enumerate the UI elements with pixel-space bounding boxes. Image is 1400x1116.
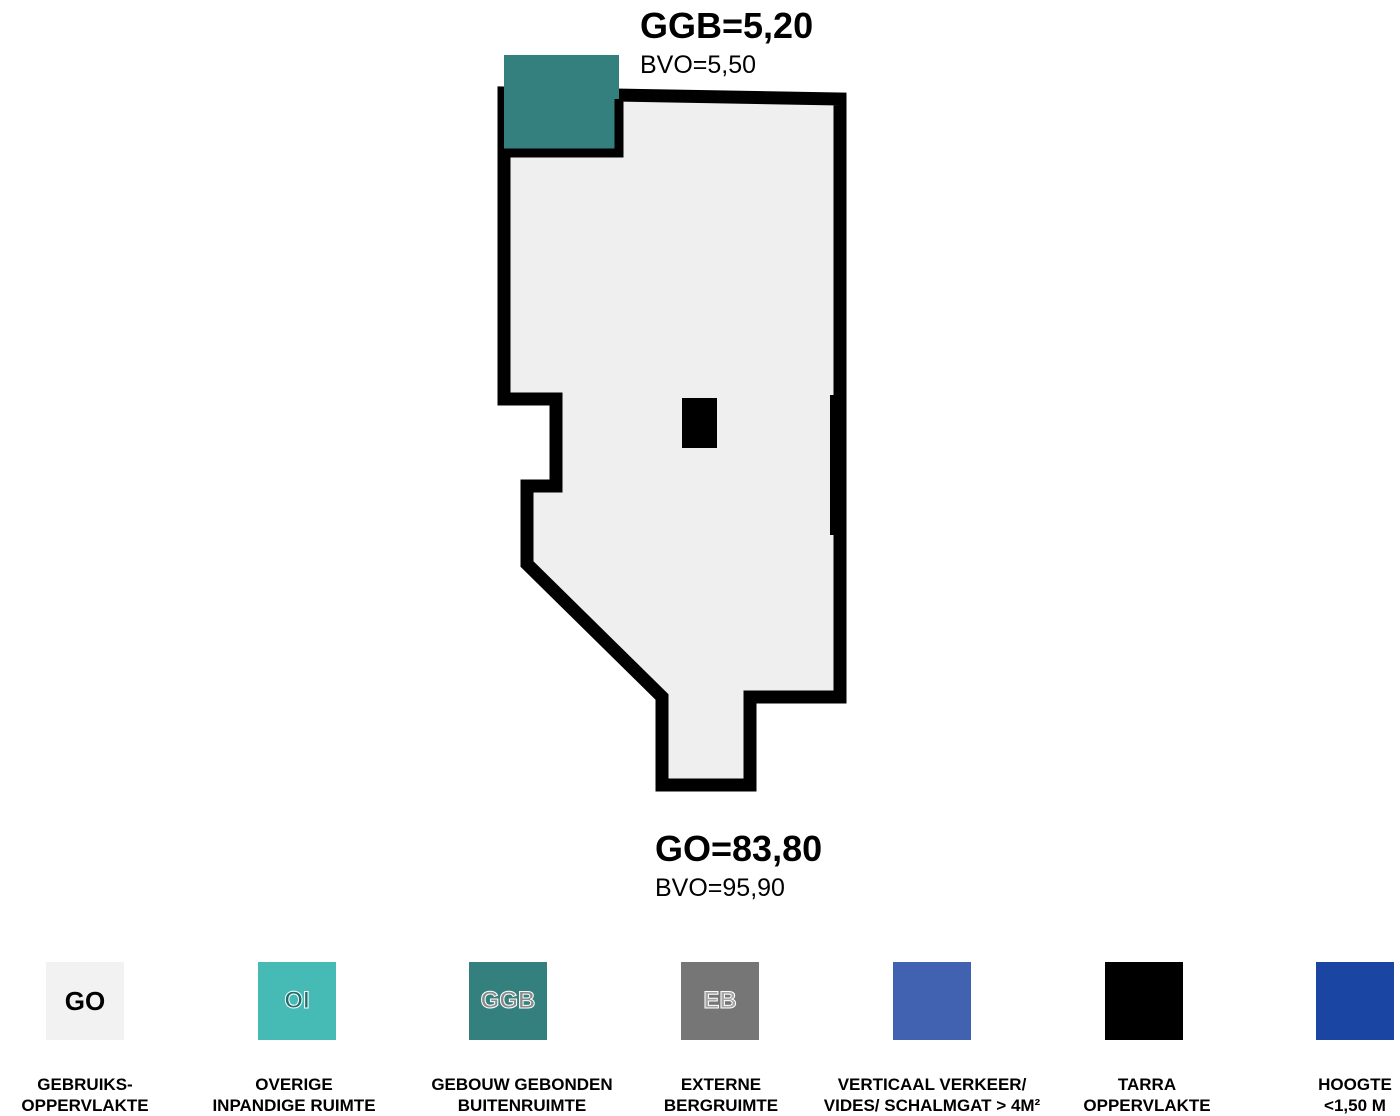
legend-label-line1: OVERIGE <box>255 1075 333 1094</box>
legend-label-line2: BERGRUIMTE <box>663 1096 779 1115</box>
wall-recess <box>830 395 836 535</box>
ggb-area-label: GGB=5,20 BVO=5,50 <box>640 8 813 78</box>
go-bvo-value: BVO=95,90 <box>655 874 785 902</box>
ggb-bvo-value: BVO=5,50 <box>640 51 757 79</box>
legend-label-verticaal-verkeer: VERTICAAL VERKEER/ VIDES/ SCHALMGAT > 4M… <box>812 1074 1052 1116</box>
legend-label-line1: GEBRUIKS- <box>37 1075 133 1094</box>
legend-swatch-ggb: GGB <box>469 962 547 1040</box>
legend-swatch-oi: OI <box>258 962 336 1040</box>
legend-label-line2: VIDES/ SCHALMGAT > 4M² <box>823 1096 1041 1115</box>
legend-label-line1: EXTERNE <box>680 1075 762 1094</box>
legend-code-eb: EB <box>703 987 737 1015</box>
legend-label-hoogte: HOOGTE <1,50 M <box>1235 1074 1400 1116</box>
legend-code-go: GO <box>64 985 106 1016</box>
legend-label-line2: BUITENRUIMTE <box>457 1096 587 1115</box>
legend-code-ggb: GGB <box>480 987 536 1015</box>
legend-label-eb: EXTERNE BERGRUIMTE <box>601 1074 841 1116</box>
go-area-label: GO=83,80 BVO=95,90 <box>655 831 822 901</box>
legend-label-go: GEBRUIKS- OPPERVLAKTE <box>0 1074 205 1116</box>
floor-area-go <box>504 93 840 785</box>
legend-label-line1: GEBOUW GEBONDEN <box>431 1075 613 1094</box>
legend-label-line1: HOOGTE <box>1318 1075 1392 1094</box>
legend-label-ggb: GEBOUW GEBONDEN BUITENRUIMTE <box>402 1074 642 1116</box>
legend-label-tarra: TARRA OPPERVLAKTE <box>1027 1074 1267 1116</box>
legend-label-oi: OVERIGE INPANDIGE RUIMTE <box>174 1074 414 1116</box>
ggb-wall <box>504 99 624 158</box>
legend-code-oi: OI <box>284 987 310 1015</box>
legend-label-line1: TARRA <box>1117 1075 1177 1094</box>
legend-label-line2: INPANDIGE RUIMTE <box>212 1096 376 1115</box>
legend-label-line1: VERTICAAL VERKEER/ <box>837 1075 1027 1094</box>
ggb-area <box>504 55 619 153</box>
ggb-area-value: GGB=5,20 <box>640 5 814 46</box>
exterior-wall <box>497 86 847 792</box>
legend-label-line2: OPPERVLAKTE <box>21 1096 149 1115</box>
legend-swatch-tarra <box>1105 962 1183 1040</box>
legend-swatch-verticaal-verkeer <box>893 962 971 1040</box>
legend-label-line2: <1,50 M <box>1324 1096 1386 1115</box>
legend-swatch-hoogte <box>1316 962 1394 1040</box>
tarra-shaft <box>682 398 717 448</box>
legend-label-line2: OPPERVLAKTE <box>1083 1096 1211 1115</box>
legend-swatch-eb: EB <box>681 962 759 1040</box>
go-area-value: GO=83,80 <box>655 828 823 869</box>
legend-swatch-go: GO <box>46 962 124 1040</box>
